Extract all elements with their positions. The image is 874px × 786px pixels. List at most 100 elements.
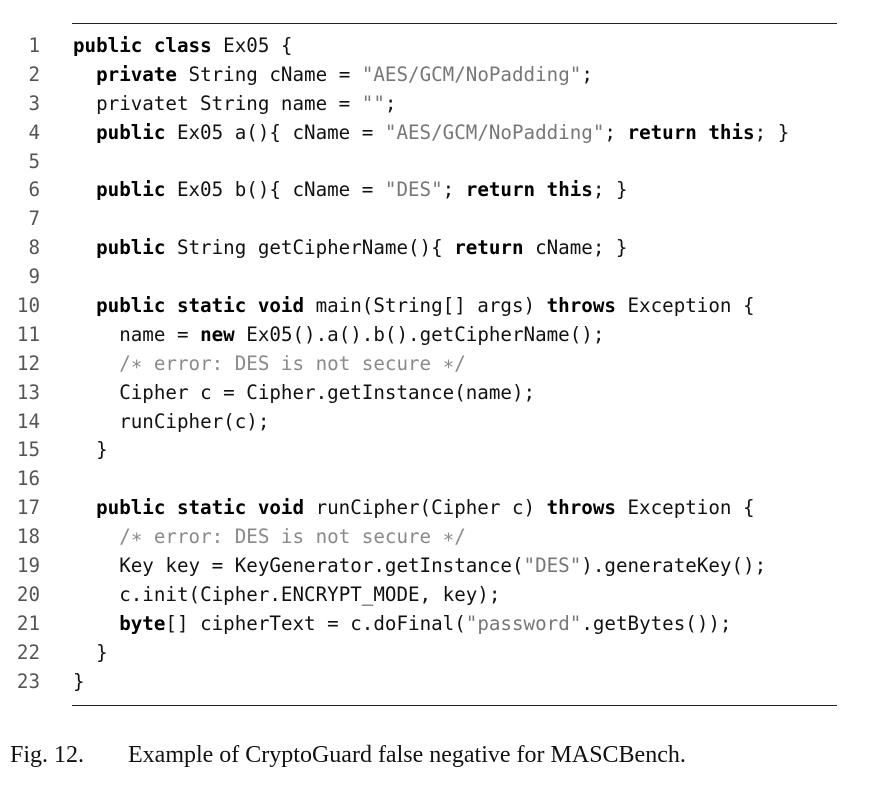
code-line: 22} xyxy=(0,639,874,668)
line-number: 3 xyxy=(28,91,40,115)
code-token: Key key = KeyGenerator.getInstance( xyxy=(119,554,524,578)
code-listing: 1 public class Ex05 {2 private String cNam… xyxy=(0,32,874,696)
line-number: 18 xyxy=(16,525,40,549)
listing-bottom-rule xyxy=(72,705,837,706)
code-line: 6 public Ex05 b(){ cName = "DES"; return … xyxy=(0,176,874,205)
code-token: ; xyxy=(442,178,466,202)
string-literal: "password" xyxy=(465,611,582,635)
keyword: byte xyxy=(119,611,166,635)
line-number: 9 xyxy=(28,265,40,289)
code-text: /∗ error: DES is not secure ∗/ xyxy=(73,350,466,379)
code-token: Ex05 a(){ cName = xyxy=(165,120,385,144)
line-number: 10 xyxy=(16,294,40,318)
line-number: 5 xyxy=(28,149,40,173)
line-number: 21 xyxy=(16,611,40,635)
code-line: 10 public static void main(String[] args)… xyxy=(0,292,874,321)
code-line: 23} xyxy=(0,668,874,697)
line-number: 22 xyxy=(16,640,40,664)
code-token: cName; } xyxy=(523,236,628,260)
line-number: 17 xyxy=(16,496,40,520)
code-text: } xyxy=(73,668,85,697)
keyword: return xyxy=(454,236,524,260)
listing-top-rule xyxy=(72,23,837,24)
keyword: public static void xyxy=(96,496,305,520)
string-literal: "DES" xyxy=(523,554,582,578)
code-line: 16 xyxy=(0,465,874,494)
code-line: 9 xyxy=(0,263,874,292)
code-token: name = xyxy=(119,322,201,346)
code-token: [] cipherText = c.doFinal( xyxy=(165,611,466,635)
line-number: 12 xyxy=(16,351,40,375)
code-line: 4 public Ex05 a(){ cName = "AES/GCM/NoPad… xyxy=(0,119,874,148)
code-text: Cipher c = Cipher.getInstance(name); xyxy=(73,379,535,408)
code-line: 8 public String getCipherName(){ return c… xyxy=(0,234,874,263)
keyword: return this xyxy=(627,120,755,144)
code-token: } xyxy=(96,640,108,664)
code-line: 3 privatet String name = ""; xyxy=(0,90,874,119)
code-text: byte[] cipherText = c.doFinal("password"… xyxy=(73,610,731,639)
code-comment: /∗ error: DES is not secure ∗/ xyxy=(119,351,466,375)
keyword: private xyxy=(96,62,177,86)
code-token: String getCipherName(){ xyxy=(165,236,455,260)
code-token: ; xyxy=(581,62,593,86)
code-line: 1 public class Ex05 { xyxy=(0,32,874,61)
string-literal: "" xyxy=(361,91,385,115)
code-comment: /∗ error: DES is not secure ∗/ xyxy=(119,525,466,549)
code-token: } xyxy=(96,438,108,462)
line-number: 13 xyxy=(16,380,40,404)
line-number: 14 xyxy=(16,409,40,433)
code-token: main(String[] args) xyxy=(304,294,547,318)
keyword: public xyxy=(96,236,166,260)
keyword: public static void xyxy=(96,294,305,318)
code-line: 19 Key key = KeyGenerator.getInstance("DE… xyxy=(0,552,874,581)
string-literal: "DES" xyxy=(384,178,443,202)
code-text: private String cName = "AES/GCM/NoPaddin… xyxy=(73,61,593,90)
code-token: c.init(Cipher.ENCRYPT_MODE, key); xyxy=(119,582,501,606)
keyword: throws xyxy=(546,496,616,520)
code-token: Ex05().a().b().getCipherName(); xyxy=(234,322,605,346)
code-token: ; xyxy=(604,120,628,144)
code-line: 5 xyxy=(0,148,874,177)
code-line: 2 private String cName = "AES/GCM/NoPaddi… xyxy=(0,61,874,90)
code-token: Ex05 b(){ cName = xyxy=(165,178,385,202)
keyword: public xyxy=(96,120,166,144)
code-line: 11 name = new Ex05().a().b().getCipherNam… xyxy=(0,321,874,350)
code-line: 12 /∗ error: DES is not secure ∗/ xyxy=(0,350,874,379)
code-line: 14 runCipher(c); xyxy=(0,408,874,437)
code-line: 7 xyxy=(0,205,874,234)
line-number: 16 xyxy=(16,467,40,491)
code-text: runCipher(c); xyxy=(73,408,269,437)
line-number: 19 xyxy=(16,554,40,578)
code-text: c.init(Cipher.ENCRYPT_MODE, key); xyxy=(73,581,500,610)
code-token: Ex05 { xyxy=(211,34,293,57)
code-text: public class Ex05 { xyxy=(73,32,293,61)
keyword: throws xyxy=(546,294,616,318)
line-number: 11 xyxy=(16,322,40,346)
code-token: Cipher c = Cipher.getInstance(name); xyxy=(119,380,536,404)
code-line: 13 Cipher c = Cipher.getInstance(name); xyxy=(0,379,874,408)
line-number: 8 xyxy=(28,236,40,260)
code-text: public String getCipherName(){ return cN… xyxy=(73,234,627,263)
code-text: /∗ error: DES is not secure ∗/ xyxy=(73,523,466,552)
string-literal: "AES/GCM/NoPadding" xyxy=(361,62,582,86)
code-line: 18 /∗ error: DES is not secure ∗/ xyxy=(0,523,874,552)
code-text: public Ex05 a(){ cName = "AES/GCM/NoPadd… xyxy=(73,119,789,148)
code-line: 20 c.init(Cipher.ENCRYPT_MODE, key); xyxy=(0,581,874,610)
code-text: } xyxy=(73,639,108,668)
code-token: runCipher(Cipher c) xyxy=(304,496,547,520)
code-text: public Ex05 b(){ cName = "DES"; return t… xyxy=(73,176,627,205)
code-line: 15} xyxy=(0,436,874,465)
keyword: new xyxy=(200,322,235,346)
code-text: privatet String name = ""; xyxy=(73,90,396,119)
code-token: runCipher(c); xyxy=(119,409,270,433)
code-text: public static void main(String[] args) t… xyxy=(73,292,754,321)
code-token: String cName = xyxy=(176,62,362,86)
code-text: public static void runCipher(Cipher c) t… xyxy=(73,494,754,523)
code-text: Key key = KeyGenerator.getInstance("DES"… xyxy=(73,552,766,581)
line-number: 2 xyxy=(28,62,40,86)
line-number: 23 xyxy=(16,669,40,693)
code-token: } xyxy=(73,669,85,693)
string-literal: "AES/GCM/NoPadding" xyxy=(384,120,605,144)
keyword: public xyxy=(96,178,166,202)
code-token: ; xyxy=(384,91,397,115)
